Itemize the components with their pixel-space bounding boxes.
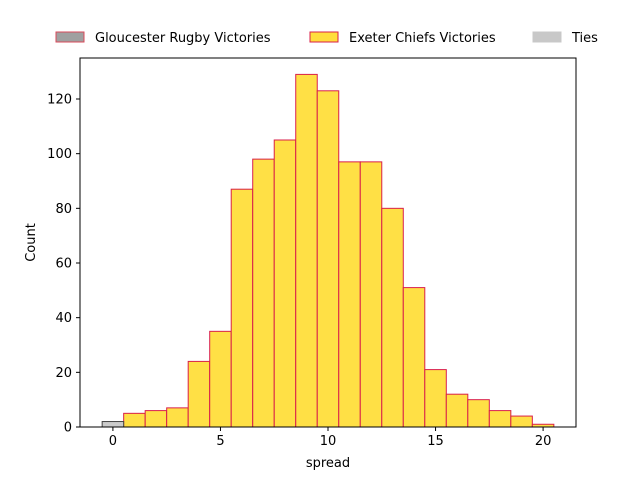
bar-exeter-chiefs-victories-8 [295, 73, 318, 428]
bar-exeter-chiefs-victories-15 [445, 393, 469, 428]
bar-exeter-chiefs-victories-3 [187, 360, 211, 428]
bar-exeter-chiefs-victories-10 [338, 161, 361, 428]
bar-exeter-chiefs-victories-18 [510, 415, 533, 428]
bar-exeter-chiefs-victories-13 [402, 287, 426, 428]
bar-exeter-chiefs-victories-4 [209, 330, 232, 428]
y-tick-label: 60 [55, 257, 72, 272]
bar-exeter-chiefs-victories-2 [166, 407, 189, 428]
y-axis-label: Count [24, 223, 39, 262]
legend-label: Exeter Chiefs Victories [349, 31, 496, 46]
bars [101, 73, 555, 428]
bar-exeter-chiefs-victories-12 [381, 207, 404, 428]
x-axis-label: spread [306, 456, 350, 471]
y-tick-label: 100 [47, 147, 72, 162]
bar-exeter-chiefs-victories-14 [424, 369, 447, 428]
legend-label: Ties [571, 31, 598, 46]
bar-exeter-chiefs-victories-5 [230, 188, 254, 428]
bar-exeter-chiefs-victories-6 [252, 158, 275, 428]
x-tick-label: 10 [320, 434, 337, 449]
y-tick-label: 0 [64, 421, 72, 436]
legend-label: Gloucester Rugby Victories [95, 31, 271, 46]
bar-exeter-chiefs-victories-7 [273, 139, 297, 428]
y-tick-label: 120 [47, 93, 72, 108]
x-tick-label: 5 [216, 434, 224, 449]
x-tick-label: 15 [427, 434, 444, 449]
bar-exeter-chiefs-victories-1 [144, 410, 168, 428]
y-tick-label: 80 [55, 202, 72, 217]
bar-exeter-chiefs-victories-16 [467, 399, 490, 428]
legend-item-exeter-chiefs-victories: Exeter Chiefs Victories [309, 31, 496, 46]
legend-swatch [55, 31, 85, 43]
legend: Gloucester Rugby Victories Exeter Chiefs … [55, 31, 598, 46]
bar-exeter-chiefs-victories-9 [316, 90, 340, 428]
legend-swatch [309, 31, 339, 43]
legend-item-ties: Ties [532, 31, 598, 46]
legend-item-gloucester-rugby-victories: Gloucester Rugby Victories [55, 31, 271, 46]
bar-exeter-chiefs-victories-0 [123, 412, 146, 428]
x-tick-label: 0 [109, 434, 117, 449]
legend-swatch [532, 31, 562, 43]
y-axis: 0 20 40 60 80 100 120 [47, 93, 80, 436]
bar-ties-0 [101, 421, 125, 428]
y-tick-label: 40 [55, 311, 72, 326]
bar-exeter-chiefs-victories-11 [359, 161, 383, 428]
x-axis: 0 5 10 15 20 [109, 427, 552, 449]
y-tick-label: 20 [55, 366, 72, 381]
x-tick-label: 20 [535, 434, 552, 449]
bar-exeter-chiefs-victories-17 [488, 410, 512, 428]
